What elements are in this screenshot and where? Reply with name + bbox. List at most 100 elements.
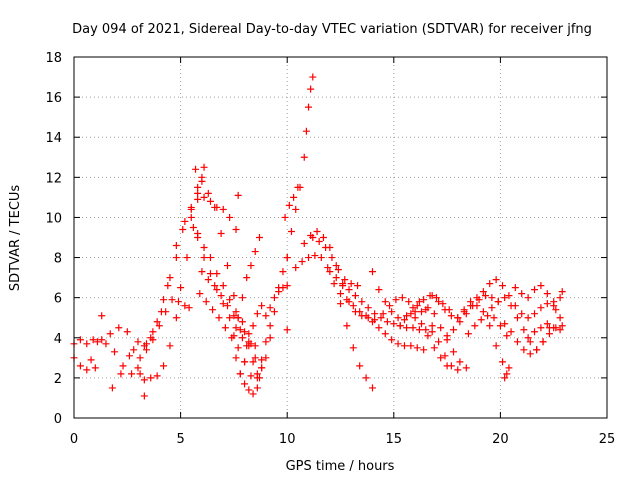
x-tick-label: 0: [70, 432, 78, 447]
data-point: [149, 328, 157, 336]
series-s22: [283, 326, 291, 334]
data-points: [70, 73, 566, 400]
data-point: [411, 314, 419, 322]
data-point: [262, 312, 270, 320]
chart-title: Day 094 of 2021, Sidereal Day-to-day VTE…: [72, 22, 592, 37]
series-s3: [98, 312, 148, 400]
data-point: [422, 326, 430, 334]
data-point: [330, 280, 338, 288]
data-point: [115, 324, 123, 332]
data-point: [418, 308, 426, 316]
data-point: [251, 248, 259, 256]
series-s19: [262, 282, 291, 320]
data-point: [249, 358, 257, 366]
data-point: [98, 336, 106, 344]
data-point: [368, 318, 376, 326]
data-point: [524, 334, 532, 342]
data-point: [266, 334, 274, 342]
data-point: [533, 346, 541, 354]
data-point: [324, 264, 332, 272]
series-s10: [187, 213, 259, 350]
data-point: [238, 318, 246, 326]
data-point: [494, 298, 502, 306]
data-point: [337, 300, 344, 308]
data-point: [245, 386, 253, 394]
data-point: [403, 312, 411, 320]
series-s41: [501, 370, 511, 382]
data-point: [177, 284, 185, 292]
data-point: [108, 384, 116, 392]
series-s12: [198, 268, 263, 382]
data-point: [407, 310, 415, 318]
data-point: [492, 342, 500, 350]
data-point: [467, 298, 475, 306]
data-point: [209, 306, 217, 314]
data-point: [172, 314, 180, 322]
data-point: [168, 296, 176, 304]
data-point: [125, 352, 133, 360]
series-s30: [396, 298, 462, 374]
data-point: [464, 330, 472, 338]
data-point: [447, 312, 455, 320]
data-point: [294, 183, 302, 191]
data-point: [285, 201, 293, 209]
data-point: [524, 294, 532, 302]
data-point: [258, 302, 266, 310]
data-point: [194, 189, 202, 197]
data-point: [456, 318, 464, 326]
data-point: [503, 370, 511, 378]
data-point: [556, 326, 564, 334]
data-point: [245, 330, 253, 338]
data-point: [292, 264, 300, 272]
data-point: [471, 322, 479, 330]
series-s14: [234, 191, 242, 199]
data-point: [441, 306, 449, 314]
data-point: [537, 304, 545, 312]
data-point: [241, 328, 249, 336]
series-s39: [511, 282, 564, 322]
y-tick-label: 2: [54, 372, 62, 387]
data-point: [307, 85, 315, 93]
data-point: [315, 238, 323, 246]
data-point: [202, 298, 210, 306]
data-point: [424, 304, 432, 312]
data-point: [420, 346, 428, 354]
data-point: [435, 338, 443, 346]
data-point: [479, 288, 487, 296]
data-point: [543, 300, 551, 308]
data-point: [89, 336, 97, 344]
data-point: [428, 328, 436, 336]
series-s5: [102, 195, 202, 378]
data-point: [204, 276, 212, 284]
data-point: [83, 366, 91, 374]
data-point: [543, 290, 551, 298]
data-point: [253, 384, 261, 392]
data-point: [505, 364, 513, 372]
data-point: [518, 290, 526, 298]
data-point: [556, 294, 564, 302]
data-point: [526, 338, 534, 346]
data-point: [328, 254, 336, 262]
data-point: [383, 318, 391, 326]
data-point: [513, 314, 521, 322]
data-point: [128, 370, 136, 378]
series-s40: [524, 320, 564, 342]
data-point: [106, 330, 114, 338]
data-point: [219, 282, 227, 290]
data-point: [539, 338, 547, 346]
data-point: [266, 304, 274, 312]
data-point: [501, 294, 509, 302]
data-point: [479, 308, 487, 316]
data-point: [364, 304, 372, 312]
data-point: [247, 372, 255, 380]
data-point: [117, 370, 125, 378]
plot-frame: [73, 56, 608, 419]
data-point: [194, 195, 202, 203]
series-s27: [337, 290, 428, 354]
data-point: [258, 364, 266, 372]
data-point: [140, 376, 148, 384]
data-point: [236, 326, 244, 334]
data-point: [204, 189, 212, 197]
data-point: [194, 234, 202, 241]
data-point: [394, 314, 402, 322]
